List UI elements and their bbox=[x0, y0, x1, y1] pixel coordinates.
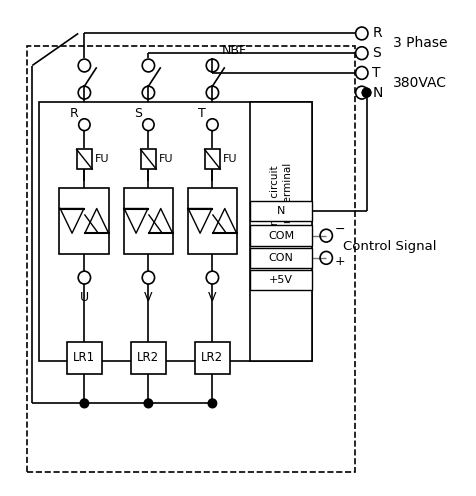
Text: FU: FU bbox=[159, 154, 173, 164]
Text: FU: FU bbox=[95, 154, 109, 164]
Bar bbox=[60, 187, 109, 254]
Text: U: U bbox=[79, 292, 89, 305]
Bar bbox=[250, 103, 311, 362]
Bar bbox=[76, 149, 92, 169]
Text: Control Signal: Control Signal bbox=[342, 240, 436, 253]
Text: Control circuit
wiring terminal: Control circuit wiring terminal bbox=[269, 163, 292, 242]
Bar bbox=[140, 149, 156, 169]
Text: +: + bbox=[334, 255, 345, 268]
Bar bbox=[39, 103, 311, 362]
Text: N: N bbox=[277, 206, 285, 216]
Bar bbox=[194, 342, 230, 374]
Circle shape bbox=[361, 88, 370, 97]
Text: LR2: LR2 bbox=[137, 351, 159, 364]
Text: R: R bbox=[70, 107, 79, 120]
Bar bbox=[250, 248, 311, 268]
Bar bbox=[123, 187, 173, 254]
Text: +5V: +5V bbox=[268, 275, 293, 285]
Text: −: − bbox=[334, 223, 345, 236]
Bar bbox=[67, 342, 102, 374]
Text: T: T bbox=[371, 66, 380, 80]
Text: FU: FU bbox=[223, 154, 237, 164]
Bar bbox=[187, 187, 237, 254]
Bar bbox=[204, 149, 220, 169]
Text: CON: CON bbox=[268, 253, 293, 263]
Text: 3 Phase: 3 Phase bbox=[392, 36, 446, 50]
Bar bbox=[250, 270, 311, 291]
Text: S: S bbox=[371, 46, 380, 60]
Circle shape bbox=[361, 88, 370, 97]
Circle shape bbox=[208, 399, 216, 408]
Bar bbox=[28, 46, 354, 472]
Bar bbox=[250, 225, 311, 246]
Text: T: T bbox=[198, 107, 206, 120]
Text: LR1: LR1 bbox=[73, 351, 95, 364]
Circle shape bbox=[80, 399, 89, 408]
Bar bbox=[130, 342, 166, 374]
Text: S: S bbox=[134, 107, 142, 120]
Text: COM: COM bbox=[268, 231, 294, 241]
Text: NBF: NBF bbox=[221, 44, 247, 57]
Text: N: N bbox=[371, 86, 382, 100]
Text: 380VAC: 380VAC bbox=[392, 76, 446, 90]
Text: V: V bbox=[144, 292, 152, 305]
Text: LR2: LR2 bbox=[201, 351, 223, 364]
Text: R: R bbox=[371, 26, 381, 41]
Bar bbox=[250, 201, 311, 221]
Circle shape bbox=[144, 399, 152, 408]
Text: V: V bbox=[208, 292, 216, 305]
